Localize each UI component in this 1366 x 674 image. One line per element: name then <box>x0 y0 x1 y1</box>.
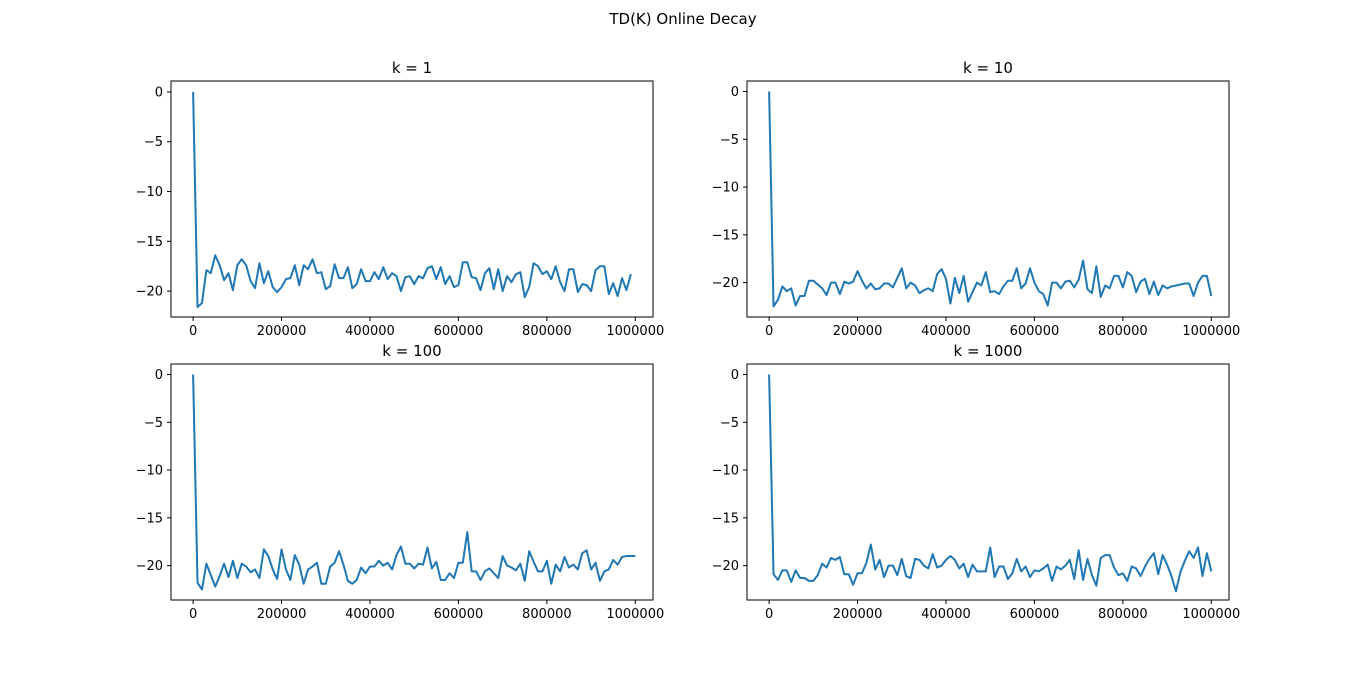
subplot-title: k = 10 <box>963 59 1013 77</box>
x-tick-label: 800000 <box>1098 607 1148 622</box>
x-tick-label: 200000 <box>833 607 883 622</box>
subplot-title: k = 100 <box>382 342 441 360</box>
axes-frame <box>170 80 654 318</box>
x-tick-label: 1000000 <box>1182 324 1240 339</box>
y-tick-label: −5 <box>144 416 163 431</box>
x-tick-label: 400000 <box>345 607 395 622</box>
y-tick-label: −20 <box>712 276 739 291</box>
y-tick-label: −20 <box>712 559 739 574</box>
series-line <box>768 91 1213 308</box>
y-tick-label: −5 <box>144 135 163 150</box>
y-tick-label: 0 <box>155 85 163 100</box>
x-tick-label: 200000 <box>257 324 307 339</box>
x-tick-label: 1000000 <box>606 607 664 622</box>
axes-frame <box>170 363 654 601</box>
x-tick-label: 400000 <box>921 324 971 339</box>
x-tick-label: 400000 <box>345 324 395 339</box>
y-tick-label: −10 <box>136 185 163 200</box>
y-tick-label: −10 <box>712 464 739 479</box>
series-line <box>768 374 1213 593</box>
y-tick-label: −15 <box>712 228 739 243</box>
y-tick-label: −15 <box>136 511 163 526</box>
x-tick-label: 1000000 <box>1182 607 1240 622</box>
x-tick-label: 400000 <box>921 607 971 622</box>
x-tick-label: 800000 <box>522 607 572 622</box>
subplot-title: k = 1 <box>392 59 432 77</box>
y-tick-label: −15 <box>712 511 739 526</box>
y-tick-label: 0 <box>731 85 739 100</box>
series-line <box>192 91 632 309</box>
x-tick-label: 200000 <box>833 324 883 339</box>
figure-title: TD(K) Online Decay <box>609 10 757 28</box>
subplot-title: k = 1000 <box>954 342 1023 360</box>
y-tick-label: 0 <box>731 368 739 383</box>
x-tick-label: 800000 <box>522 324 572 339</box>
x-tick-label: 600000 <box>1010 607 1060 622</box>
y-tick-label: −20 <box>136 559 163 574</box>
y-tick-label: 0 <box>155 368 163 383</box>
axes-frame <box>746 363 1230 601</box>
x-tick-label: 600000 <box>1010 324 1060 339</box>
series-line <box>192 374 636 591</box>
y-tick-label: −10 <box>712 181 739 196</box>
x-tick-label: 800000 <box>1098 324 1148 339</box>
y-tick-label: −5 <box>720 133 739 148</box>
x-tick-label: 0 <box>189 607 197 622</box>
x-tick-label: 600000 <box>434 607 484 622</box>
x-tick-label: 200000 <box>257 607 307 622</box>
y-tick-label: −5 <box>720 416 739 431</box>
subplot-2: k = 10 0 200000 400000 600000 800000 1000000 0 −… <box>712 59 1241 339</box>
subplot-1: k = 1 0 200000 400000 600000 800000 1000000 0 −5… <box>136 59 665 339</box>
x-tick-label: 600000 <box>434 324 484 339</box>
y-tick-label: −10 <box>136 464 163 479</box>
x-tick-label: 0 <box>765 324 773 339</box>
subplot-3: k = 100 0 200000 400000 600000 800000 1000000 0… <box>136 342 665 622</box>
y-tick-label: −20 <box>136 285 163 300</box>
y-tick-label: −15 <box>136 235 163 250</box>
x-tick-label: 0 <box>765 607 773 622</box>
subplot-4: k = 1000 0 200000 400000 600000 800000 1000000… <box>712 342 1241 622</box>
x-tick-label: 1000000 <box>606 324 664 339</box>
axes-frame <box>746 80 1230 318</box>
x-tick-label: 0 <box>189 324 197 339</box>
